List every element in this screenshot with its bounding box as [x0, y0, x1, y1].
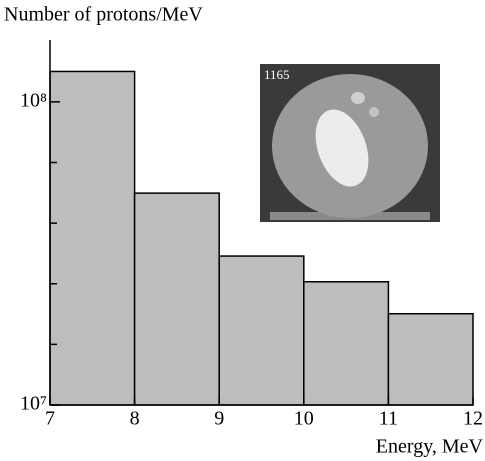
bar — [133, 192, 220, 406]
inset-spot — [315, 109, 369, 187]
bar — [49, 70, 136, 406]
y-tick-label: 10⁷ — [20, 393, 47, 415]
x-tick-label: 7 — [45, 408, 55, 430]
inset-spot — [369, 107, 379, 117]
inset-label: 1165 — [264, 67, 290, 82]
x-tick-label: 9 — [214, 408, 224, 430]
x-tick-label: 8 — [130, 408, 140, 430]
inset-image: 1165 — [260, 64, 440, 222]
x-axis-label: Energy, MeV — [376, 436, 484, 458]
plot-area: 10⁷ 10⁸ 7 8 9 10 11 12 — [20, 40, 483, 430]
y-tick-label: 10⁸ — [20, 89, 47, 111]
x-tick-label: 12 — [463, 408, 483, 430]
bar — [387, 313, 474, 406]
bar — [218, 255, 305, 406]
bar — [303, 281, 390, 406]
inset-spot — [351, 92, 365, 104]
x-tick-label: 10 — [294, 408, 314, 430]
x-tick-label: 11 — [379, 408, 398, 430]
y-axis-label: Number of protons/MeV — [4, 4, 203, 26]
